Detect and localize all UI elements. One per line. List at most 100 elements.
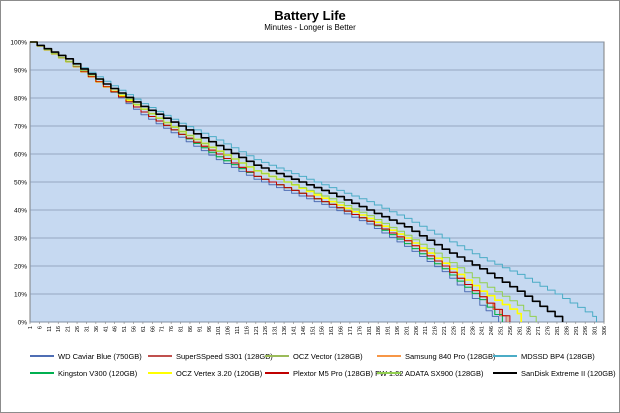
legend-swatch: [30, 355, 54, 357]
legend-item: MDSSD BP4 (128GB): [493, 350, 595, 362]
y-tick-label: 20%: [14, 264, 27, 271]
legend-swatch: [148, 355, 172, 357]
x-tick-label: 81: [179, 326, 185, 332]
legend-swatch: [148, 372, 172, 374]
x-tick-label: 276: [546, 326, 552, 335]
x-tick-label: 181: [367, 326, 373, 335]
chart-subtitle: Minutes - Longer is Better: [264, 23, 356, 32]
series-line-5: [30, 41, 597, 322]
y-tick-label: 80%: [14, 96, 27, 103]
y-tick-label: 0%: [18, 320, 28, 327]
x-tick-label: 116: [244, 326, 250, 335]
legend-item: OCZ Vertex 3.20 (120GB): [148, 367, 262, 379]
x-tick-label: 26: [75, 326, 81, 332]
x-tick-label: 251: [498, 326, 504, 335]
legend-label: Kingston V300 (120GB): [58, 368, 138, 378]
x-tick-label: 171: [348, 326, 354, 335]
x-tick-label: 196: [395, 326, 401, 335]
x-tick-label: 261: [517, 326, 523, 335]
x-tick-label: 121: [254, 326, 260, 335]
x-tick-label: 241: [480, 326, 486, 335]
y-tick-label: 40%: [14, 208, 27, 215]
legend-item: WD Caviar Blue (750GB): [30, 350, 142, 362]
x-tick-label: 156: [320, 326, 326, 335]
x-tick-label: 236: [470, 326, 476, 335]
x-tick-label: 226: [451, 326, 457, 335]
x-tick-label: 31: [84, 326, 90, 332]
legend-swatch: [493, 372, 517, 374]
x-tick-label: 46: [113, 326, 119, 332]
legend-item: Plextor M5 Pro (128GB) FW 1.02: [265, 367, 403, 379]
x-tick-label: 256: [508, 326, 514, 335]
x-tick-label: 86: [188, 326, 194, 332]
x-tick-label: 151: [310, 326, 316, 335]
x-tick-label: 231: [461, 326, 467, 335]
x-tick-label: 16: [56, 326, 62, 332]
legend-item: ADATA SX900 (128GB): [377, 367, 484, 379]
x-tick-label: 71: [160, 326, 166, 332]
legend-label: SanDisk Extreme II (120GB): [521, 368, 616, 378]
legend-label: SuperSSpeed S301 (128GB): [176, 351, 273, 361]
x-tick-label: 166: [339, 326, 345, 335]
legend-label: Samsung 840 Pro (128GB): [405, 351, 496, 361]
y-tick-label: 30%: [14, 236, 27, 243]
x-tick-label: 206: [414, 326, 420, 335]
legend-item: Samsung 840 Pro (128GB): [377, 350, 495, 362]
y-tick-label: 10%: [14, 292, 27, 299]
x-tick-label: 51: [122, 326, 128, 332]
legend-swatch: [377, 355, 401, 357]
x-tick-label: 221: [442, 326, 448, 335]
legend-item: SanDisk Extreme II (120GB): [493, 367, 616, 379]
x-tick-label: 96: [207, 326, 213, 332]
x-tick-label: 246: [489, 326, 495, 335]
legend-label: OCZ Vector (128GB): [293, 351, 363, 361]
y-tick-label: 70%: [14, 124, 27, 131]
legend-swatch: [30, 372, 54, 374]
x-tick-label: 76: [169, 326, 175, 332]
legend-item: OCZ Vector (128GB): [265, 350, 363, 362]
x-tick-label: 1: [28, 326, 34, 329]
legend-label: ADATA SX900 (128GB): [405, 368, 484, 378]
x-tick-label: 201: [404, 326, 410, 335]
chart-title: Battery Life: [274, 8, 346, 23]
x-tick-label: 21: [66, 326, 72, 332]
legend-swatch: [377, 372, 401, 374]
x-tick-label: 271: [536, 326, 542, 335]
x-tick-label: 91: [197, 326, 203, 332]
x-tick-label: 306: [602, 326, 608, 335]
x-tick-label: 286: [564, 326, 570, 335]
x-tick-label: 211: [423, 326, 429, 335]
x-tick-label: 186: [376, 326, 382, 335]
legend-label: Plextor M5 Pro (128GB) FW 1.02: [293, 368, 404, 378]
x-tick-label: 61: [141, 326, 147, 332]
legend-label: WD Caviar Blue (750GB): [58, 351, 142, 361]
x-tick-label: 281: [555, 326, 561, 335]
x-tick-label: 191: [386, 326, 392, 335]
x-tick-label: 301: [593, 326, 599, 335]
legend-swatch: [265, 372, 289, 374]
x-tick-label: 136: [282, 326, 288, 335]
legend-swatch: [265, 355, 289, 357]
x-tick-label: 11: [47, 326, 53, 332]
y-tick-label: 50%: [14, 180, 27, 187]
x-tick-label: 6: [37, 326, 43, 329]
x-tick-label: 101: [216, 326, 222, 335]
x-tick-label: 146: [301, 326, 307, 335]
legend-swatch: [493, 355, 517, 357]
y-tick-label: 90%: [14, 68, 27, 75]
y-tick-label: 60%: [14, 152, 27, 159]
x-tick-label: 291: [574, 326, 580, 335]
x-tick-label: 36: [94, 326, 100, 332]
x-tick-label: 126: [263, 326, 269, 335]
legend-label: MDSSD BP4 (128GB): [521, 351, 595, 361]
y-tick-label: 100%: [10, 40, 27, 47]
x-tick-label: 141: [291, 326, 297, 335]
legend-item: SuperSSpeed S301 (128GB): [148, 350, 273, 362]
x-tick-label: 131: [273, 326, 279, 335]
series-line-10: [30, 41, 564, 322]
x-tick-label: 106: [226, 326, 232, 335]
x-tick-label: 161: [329, 326, 335, 335]
x-tick-label: 41: [103, 326, 109, 332]
x-tick-label: 266: [527, 326, 533, 335]
